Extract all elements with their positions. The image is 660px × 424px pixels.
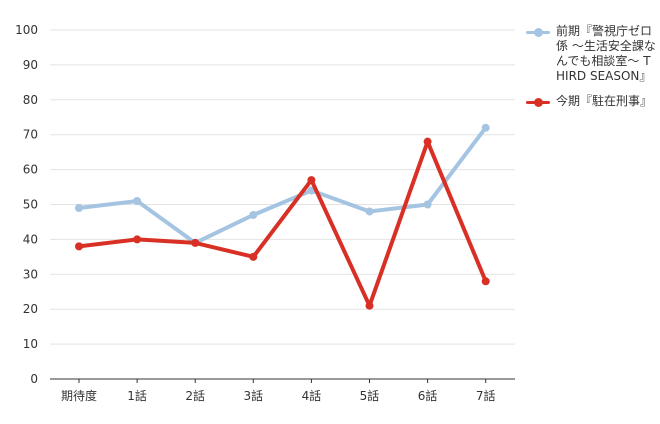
y-tick-label: 0 <box>30 372 38 386</box>
legend-item-current-season[interactable]: 今期『駐在刑事』 <box>526 94 656 109</box>
series-2-point[interactable] <box>365 301 374 310</box>
series-1-point[interactable] <box>133 197 142 206</box>
legend-label-current-season: 今期『駐在刑事』 <box>556 94 653 108</box>
y-tick-label: 20 <box>23 302 38 316</box>
series-2-point[interactable] <box>423 137 432 146</box>
series-line-2 <box>77 139 488 308</box>
line-chart: 0 10 20 30 40 50 60 70 80 90 100 期待度 1話 2話 3話 4話 5話 6話 7話 <box>15 23 515 403</box>
y-tick-label: 80 <box>23 93 38 107</box>
legend-swatch-current-season <box>526 95 550 109</box>
x-tick-label: 2話 <box>185 388 205 403</box>
series-1-point[interactable] <box>423 200 432 209</box>
y-tick-label: 50 <box>23 198 38 212</box>
legend: 前期『警視庁ゼロ係 ～生活安全課なんでも相談室～ THIRD SEASON』 今… <box>526 24 656 119</box>
series-line-1 <box>77 125 488 245</box>
x-tick-label: 3話 <box>243 388 263 403</box>
legend-label-previous-season: 前期『警視庁ゼロ係 ～生活安全課なんでも相談室～ THIRD SEASON』 <box>556 24 656 83</box>
series-group <box>75 123 490 310</box>
y-tick-label: 40 <box>23 232 38 246</box>
y-tick-label: 90 <box>23 58 38 72</box>
series-1-point[interactable] <box>75 203 83 212</box>
y-tick-label: 100 <box>15 23 38 37</box>
series-2-point[interactable] <box>249 252 258 261</box>
y-tick-label: 10 <box>23 337 38 351</box>
x-tick-label: 6話 <box>418 388 438 403</box>
series-2-point[interactable] <box>307 176 316 185</box>
series-1-point[interactable] <box>249 210 258 219</box>
series-1-point[interactable] <box>365 207 374 216</box>
series-2-point[interactable] <box>481 277 490 286</box>
series-2-point[interactable] <box>191 238 200 247</box>
y-axis: 0 10 20 30 40 50 60 70 80 90 100 <box>15 23 38 386</box>
y-tick-label: 60 <box>23 163 38 177</box>
y-tick-label: 70 <box>23 128 38 142</box>
y-tick-label: 30 <box>23 267 38 281</box>
series-2-point[interactable] <box>75 242 83 251</box>
x-tick-label: 7話 <box>476 388 496 403</box>
x-tick-label: 1話 <box>127 388 147 403</box>
x-tick-label: 4話 <box>302 388 322 403</box>
x-axis: 期待度 1話 2話 3話 4話 5話 6話 7話 <box>50 378 515 403</box>
legend-item-previous-season[interactable]: 前期『警視庁ゼロ係 ～生活安全課なんでも相談室～ THIRD SEASON』 <box>526 24 656 84</box>
x-tick-label: 期待度 <box>61 388 97 403</box>
legend-swatch-previous-season <box>526 25 550 39</box>
series-1-point[interactable] <box>481 123 490 132</box>
series-2-point[interactable] <box>133 235 142 244</box>
x-tick-label: 5話 <box>360 388 380 403</box>
